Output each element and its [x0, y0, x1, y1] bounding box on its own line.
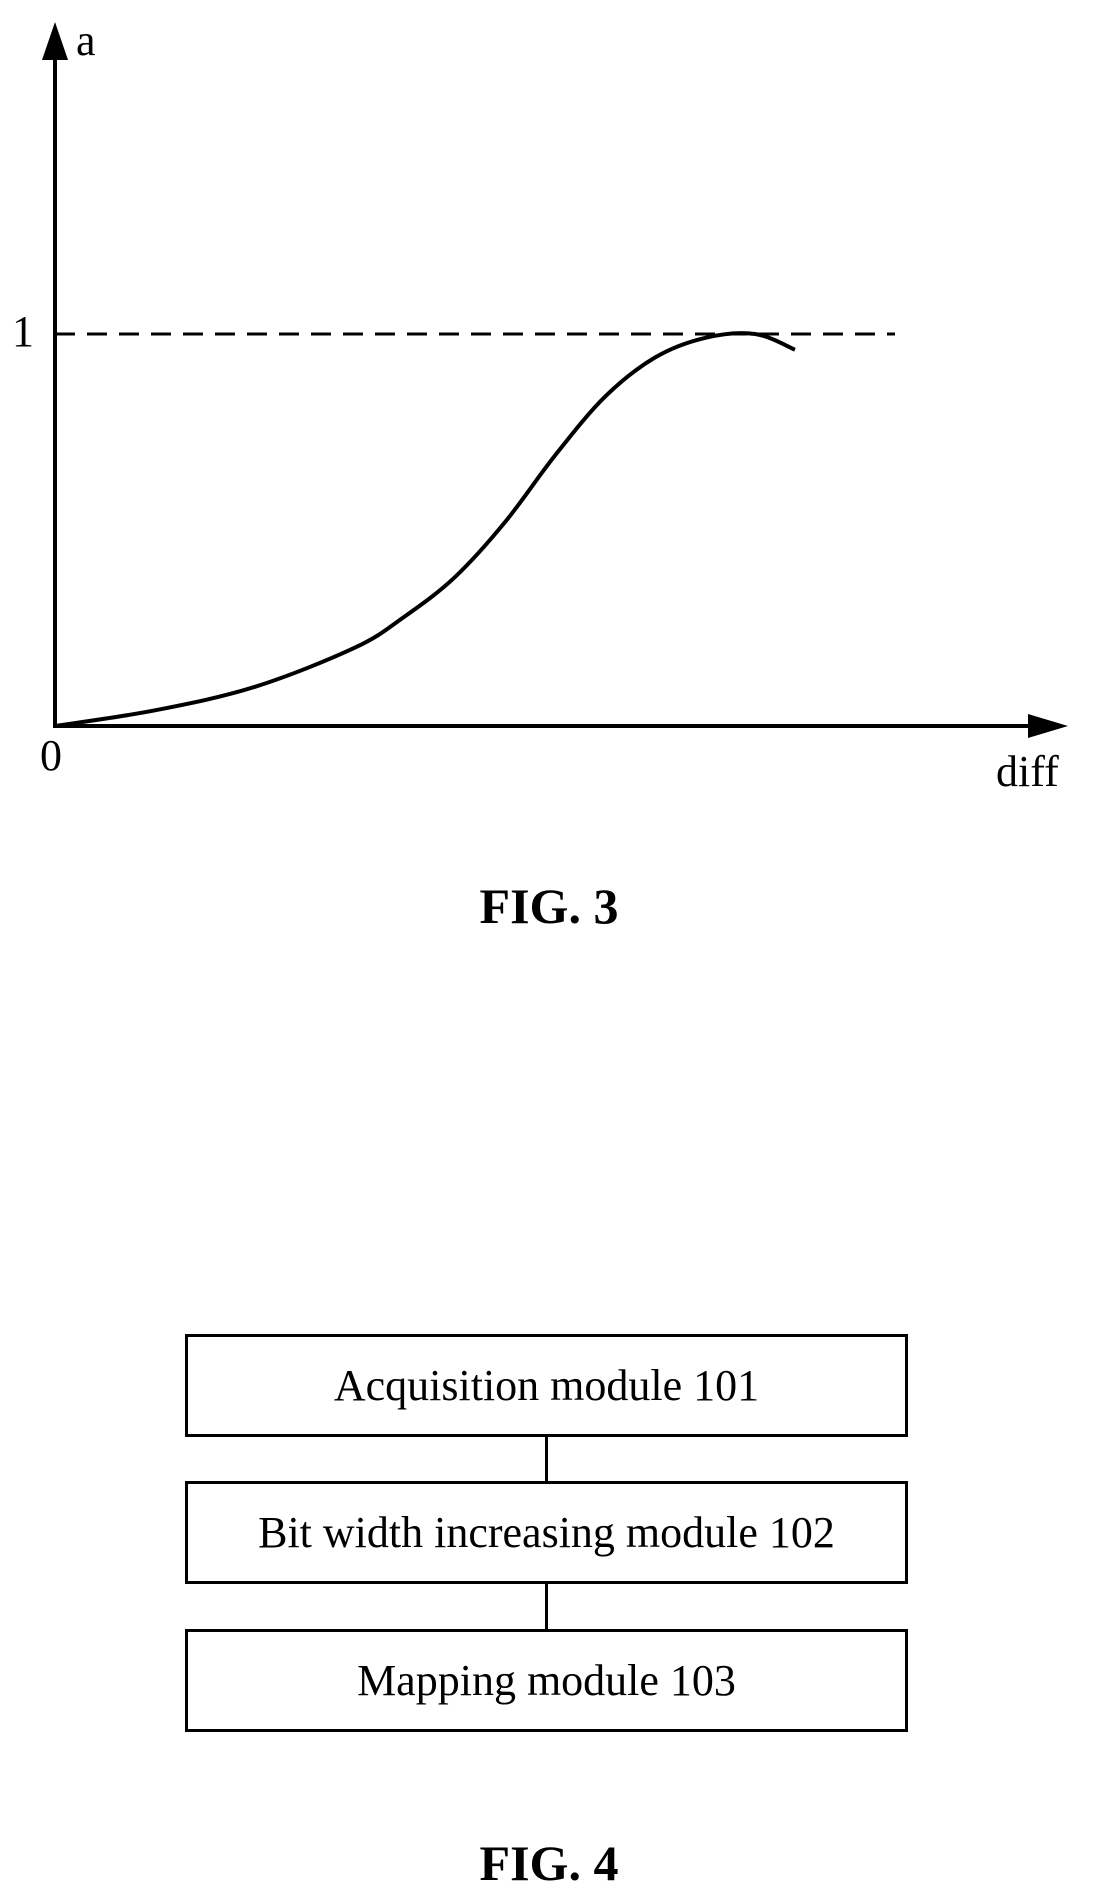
fig4-caption: FIG. 4	[0, 1834, 1098, 1892]
acquisition-module-label: Acquisition module 101	[334, 1360, 759, 1411]
y-axis-label: a	[76, 16, 96, 65]
origin-label: 0	[40, 731, 62, 780]
x-axis-label: diff	[996, 747, 1059, 796]
y-axis-arrowhead	[42, 22, 68, 60]
acquisition-module-box: Acquisition module 101	[185, 1334, 908, 1437]
connector-1-2	[545, 1437, 548, 1481]
mapping-module-box: Mapping module 103	[185, 1629, 908, 1732]
fig3-caption: FIG. 3	[0, 877, 1098, 935]
bit-width-increasing-module-label: Bit width increasing module 102	[258, 1507, 835, 1558]
bit-width-increasing-module-box: Bit width increasing module 102	[185, 1481, 908, 1584]
y-tick-label-1: 1	[12, 307, 34, 356]
mapping-module-label: Mapping module 103	[357, 1655, 736, 1706]
fig3-chart: a 1 0 diff	[0, 0, 1098, 860]
series-line	[55, 333, 795, 726]
x-axis-arrowhead	[1028, 714, 1068, 738]
connector-2-3	[545, 1584, 548, 1629]
